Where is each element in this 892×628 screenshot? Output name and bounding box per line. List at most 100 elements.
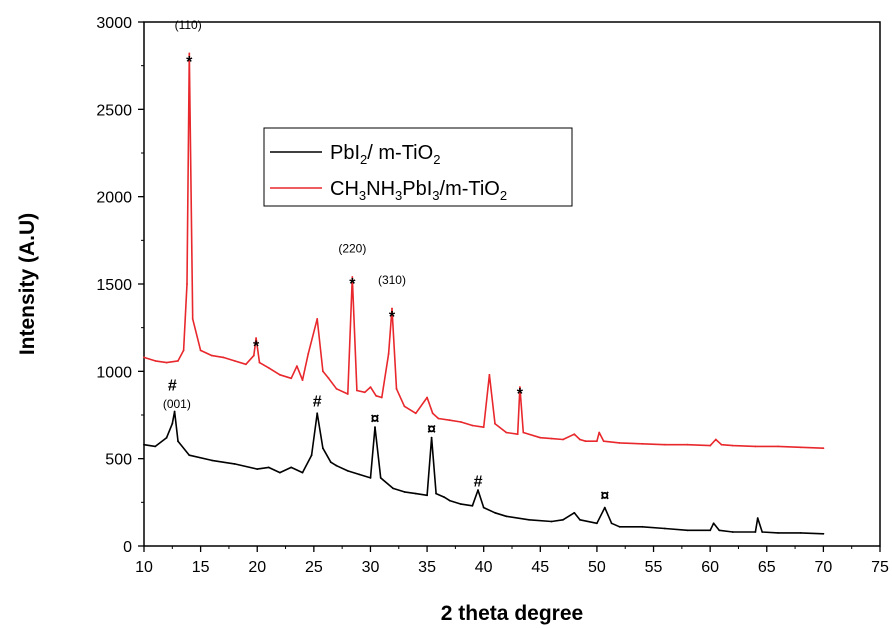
peak-annotation: * [253,339,260,356]
peak-annotation: (001) [163,397,191,411]
series-0-point [329,461,332,464]
legend-label-part: CH [330,178,359,200]
series-0-point [414,492,417,495]
series-1-point [602,440,605,443]
series-0-point [316,412,319,415]
legend-label-1: CH3NH3PbI3/m-TiO2 [330,178,507,203]
series-line-1 [143,52,824,449]
series-1-point [395,387,398,390]
series-1-point [252,354,255,357]
series-0-point [346,470,349,472]
series-0-point [596,522,598,525]
series-1-point [380,396,383,399]
legend-label-part: / m-TiO [367,142,433,164]
series-1-point [414,412,417,415]
legend-label-part: PbI [402,178,432,200]
series-0-point [211,459,213,462]
series-1-point [596,440,598,443]
series-1-point [363,391,366,394]
peak-annotation: * [186,54,193,71]
series-1-point [186,283,188,285]
series-0-point [664,527,666,530]
series-0-point [731,531,734,533]
series-0-point [494,511,496,514]
peak-annotation: (310) [378,273,406,287]
legend-label-part: 3 [432,188,439,203]
series-1-point [346,393,349,395]
y-tick-label: 3000 [96,15,132,32]
series-1-point [387,353,390,355]
series-0-point [618,525,621,528]
x-tick-label: 45 [531,559,549,576]
series-1-point [777,445,779,448]
peak-annotation: ¤ [600,488,609,505]
series-1-point [165,361,168,364]
series-0-point [610,522,613,525]
series-1-point [233,360,236,362]
series-0-point [686,529,689,532]
series-0-point [188,454,191,457]
series-0-point [641,525,644,528]
legend-label-part: 2 [433,152,440,167]
series-1-point [505,431,508,434]
series-1-point [290,377,293,380]
legend-label-part: NH [366,178,395,200]
x-tick-label: 30 [362,559,380,576]
series-1-point [494,422,496,425]
series-1-point [584,440,587,443]
series-1-point [375,394,377,397]
series-1-point [437,417,440,420]
series-1-point [403,405,406,408]
x-tick-label: 20 [248,559,266,576]
series-1-point [598,431,601,434]
series-1-point [177,360,179,362]
series-1-point [550,437,553,440]
series-0-point [322,447,324,450]
peak-annotation: # [168,378,177,395]
peak-annotation: (220) [338,242,366,256]
series-0-point [712,522,715,525]
series-0-point [233,463,236,465]
series-1-point [709,444,712,447]
y-tick-label: 2500 [96,102,132,119]
series-1-point [431,412,434,415]
x-tick-label: 65 [758,559,776,576]
series-0-point [443,496,445,498]
series-0-point [374,426,376,429]
series-1-point [822,447,825,450]
series-0-point [822,532,825,535]
peak-annotation: * [517,386,524,403]
legend-label-part: 2 [500,188,507,203]
series-0-point [310,454,313,457]
series-1-point [426,396,428,399]
x-tick-label: 35 [418,559,436,576]
series-0-point [777,532,779,534]
series-1-point [562,438,564,441]
series-1-point [522,431,525,434]
series-0-point [761,531,764,533]
series-1-point [731,444,734,447]
x-tick-label: 15 [192,559,210,576]
x-axis-title: 2 theta degree [441,602,583,625]
series-1-point [258,361,261,364]
legend-box [263,127,573,207]
x-tick-label: 25 [305,559,323,576]
series-0-point [430,436,433,439]
legend-label-0: PbI2/ m-TiO2 [330,142,440,167]
y-tick-label: 500 [105,452,132,469]
series-1-point [460,421,462,423]
series-1-point [296,365,298,367]
series-1-point [182,349,185,352]
series-1-point [211,354,213,357]
series-0-point [528,518,530,521]
series-1-point [188,52,191,55]
series-0-point [267,466,270,469]
plot-frame [143,21,881,547]
series-0-point [448,499,451,502]
series-0-point [756,517,759,519]
series-1-point [471,424,474,427]
peak-annotation: * [389,309,396,326]
series-0-point [562,518,564,521]
series-1-point [754,445,757,448]
x-tick-label: 60 [701,559,719,576]
